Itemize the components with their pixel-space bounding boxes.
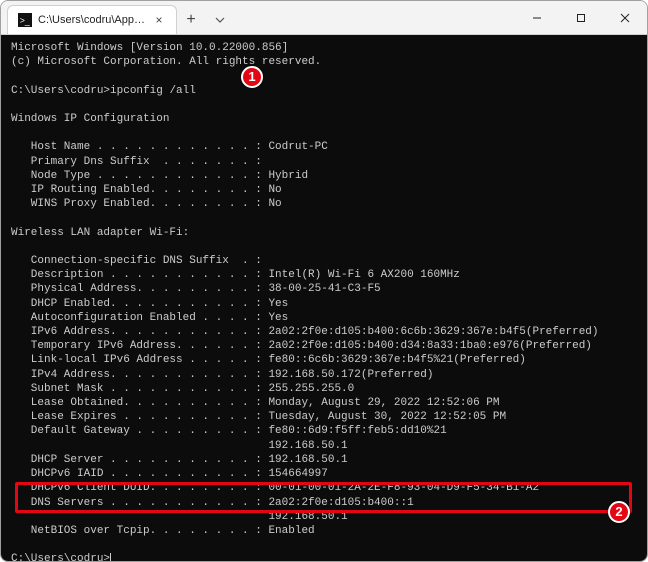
out-line: Physical Address. . . . . . . . . : 38-0… <box>11 283 381 295</box>
out-line: IPv4 Address. . . . . . . . . . . : 192.… <box>11 369 433 381</box>
out-line: Windows IP Configuration <box>11 113 169 125</box>
tab-close-button[interactable]: × <box>152 13 166 27</box>
prompt: C:\Users\codru> <box>11 85 110 97</box>
out-line: Primary Dns Suffix . . . . . . . : <box>11 156 262 168</box>
tab-title: C:\Users\codru\AppData\Roa <box>38 14 146 26</box>
text-cursor <box>110 553 111 561</box>
out-line: Link-local IPv6 Address . . . . . : fe80… <box>11 354 526 366</box>
out-line: Default Gateway . . . . . . . . . : fe80… <box>11 425 447 437</box>
close-button[interactable] <box>603 1 647 34</box>
terminal-window: >_ C:\Users\codru\AppData\Roa × + Micros… <box>0 0 648 562</box>
out-line: DNS Servers . . . . . . . . . . . : 2a02… <box>11 497 414 509</box>
cmd-icon: >_ <box>18 13 32 27</box>
out-line: Temporary IPv6 Address. . . . . . : 2a02… <box>11 340 592 352</box>
out-line: 192.168.50.1 <box>11 511 348 523</box>
out-line: DHCPv6 Client DUID. . . . . . . . : 00-0… <box>11 482 539 494</box>
out-line: DHCP Enabled. . . . . . . . . . . : Yes <box>11 298 288 310</box>
out-line: Subnet Mask . . . . . . . . . . . : 255.… <box>11 383 354 395</box>
out-line: NetBIOS over Tcpip. . . . . . . . : Enab… <box>11 525 315 537</box>
svg-text:>_: >_ <box>20 16 30 26</box>
out-line: Wireless LAN adapter Wi-Fi: <box>11 227 189 239</box>
minimize-button[interactable] <box>515 1 559 34</box>
out-line: Lease Obtained. . . . . . . . . . : Mond… <box>11 397 499 409</box>
out-line: Lease Expires . . . . . . . . . . : Tues… <box>11 411 506 423</box>
out-line: IPv6 Address. . . . . . . . . . . : 2a02… <box>11 326 599 338</box>
new-tab-button[interactable]: + <box>177 5 205 34</box>
out-line: Node Type . . . . . . . . . . . . : Hybr… <box>11 170 308 182</box>
titlebar: >_ C:\Users\codru\AppData\Roa × + <box>1 1 647 35</box>
annotation-callout-1: 1 <box>241 66 263 88</box>
out-line: DHCP Server . . . . . . . . . . . : 192.… <box>11 454 348 466</box>
tab-dropdown-button[interactable] <box>205 5 235 34</box>
annotation-callout-2: 2 <box>608 501 630 523</box>
out-line: IP Routing Enabled. . . . . . . . : No <box>11 184 282 196</box>
out-line: Description . . . . . . . . . . . : Inte… <box>11 269 460 281</box>
out-line: Host Name . . . . . . . . . . . . : Codr… <box>11 141 328 153</box>
prompt: C:\Users\codru> <box>11 553 110 561</box>
out-line: Microsoft Windows [Version 10.0.22000.85… <box>11 42 288 54</box>
tab-active[interactable]: >_ C:\Users\codru\AppData\Roa × <box>7 5 177 34</box>
out-line: (c) Microsoft Corporation. All rights re… <box>11 56 321 68</box>
out-line: Connection-specific DNS Suffix . : <box>11 255 262 267</box>
terminal-body[interactable]: Microsoft Windows [Version 10.0.22000.85… <box>1 35 647 561</box>
out-line: DHCPv6 IAID . . . . . . . . . . . : 1546… <box>11 468 328 480</box>
out-line: 192.168.50.1 <box>11 440 348 452</box>
typed-command: ipconfig /all <box>110 85 196 97</box>
maximize-button[interactable] <box>559 1 603 34</box>
out-line: WINS Proxy Enabled. . . . . . . . : No <box>11 198 282 210</box>
out-line: Autoconfiguration Enabled . . . . : Yes <box>11 312 288 324</box>
